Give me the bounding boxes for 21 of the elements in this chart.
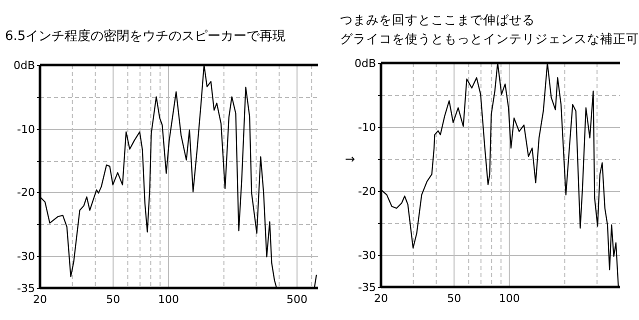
y-tick-label: 0dB bbox=[13, 59, 35, 72]
y-tick-label: -35 bbox=[17, 282, 35, 295]
x-tick-label: 100 bbox=[158, 293, 180, 306]
y-tick-label: -20 bbox=[17, 186, 35, 199]
y-tick-label: -20 bbox=[358, 185, 376, 198]
chart-title: つまみを回すとここまで伸ばせる bbox=[340, 12, 535, 27]
x-tick-label: 100 bbox=[498, 292, 520, 305]
y-tick-label: -35 bbox=[358, 281, 376, 294]
y-tick-label: 0dB bbox=[354, 57, 376, 70]
chart-title: 6.5インチ程度の密閉をウチのスピーカーで再現 bbox=[5, 28, 286, 44]
text: → bbox=[344, 152, 356, 166]
x-tick-label: 500 bbox=[286, 293, 308, 306]
x-tick-label: 20 bbox=[33, 293, 47, 306]
x-tick-label: 20 bbox=[374, 292, 388, 305]
y-tick-label: -10 bbox=[358, 121, 376, 134]
x-tick-label: 50 bbox=[447, 292, 462, 305]
y-tick-label: -30 bbox=[358, 249, 376, 262]
x-tick-label: 50 bbox=[106, 293, 120, 306]
y-tick-label: -30 bbox=[17, 250, 35, 263]
y-tick-label: -10 bbox=[17, 123, 35, 136]
chart-subtitle: グライコを使うともっとインテリジェンスな補正可 bbox=[340, 31, 639, 46]
